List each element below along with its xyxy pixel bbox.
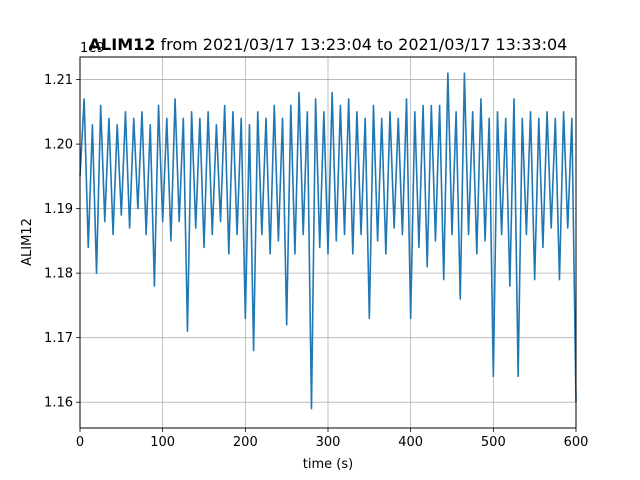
x-axis-label: time (s) — [303, 457, 353, 472]
x-tick-label: 400 — [398, 435, 423, 450]
title-rest-part: from 2021/03/17 13:23:04 to 2021/03/17 1… — [155, 35, 567, 54]
y-offset-label: 1e9 — [80, 41, 105, 56]
y-tick-label: 1.18 — [44, 267, 73, 282]
y-tick-label: 1.16 — [44, 396, 73, 411]
y-axis: 1.16 1.17 1.18 1.19 1.20 1.21 — [44, 73, 80, 411]
x-axis: 0 100 200 300 400 500 600 — [76, 428, 589, 450]
y-tick-label: 1.17 — [44, 331, 73, 346]
x-tick-label: 600 — [564, 435, 589, 450]
x-tick-label: 200 — [233, 435, 258, 450]
series-line — [79, 72, 577, 410]
series-layer — [79, 72, 577, 410]
y-axis-label: ALIM12 — [20, 218, 35, 266]
x-tick-label: 100 — [150, 435, 175, 450]
x-tick-label: 0 — [76, 435, 84, 450]
y-tick-label: 1.21 — [44, 73, 73, 88]
title-bold-part: ALIM12 — [89, 35, 156, 54]
y-tick-label: 1.20 — [44, 138, 73, 153]
y-tick-label: 1.19 — [44, 202, 73, 217]
x-tick-label: 500 — [481, 435, 506, 450]
x-tick-label: 300 — [316, 435, 341, 450]
chart-title: ALIM12 from 2021/03/17 13:23:04 to 2021/… — [89, 35, 568, 54]
